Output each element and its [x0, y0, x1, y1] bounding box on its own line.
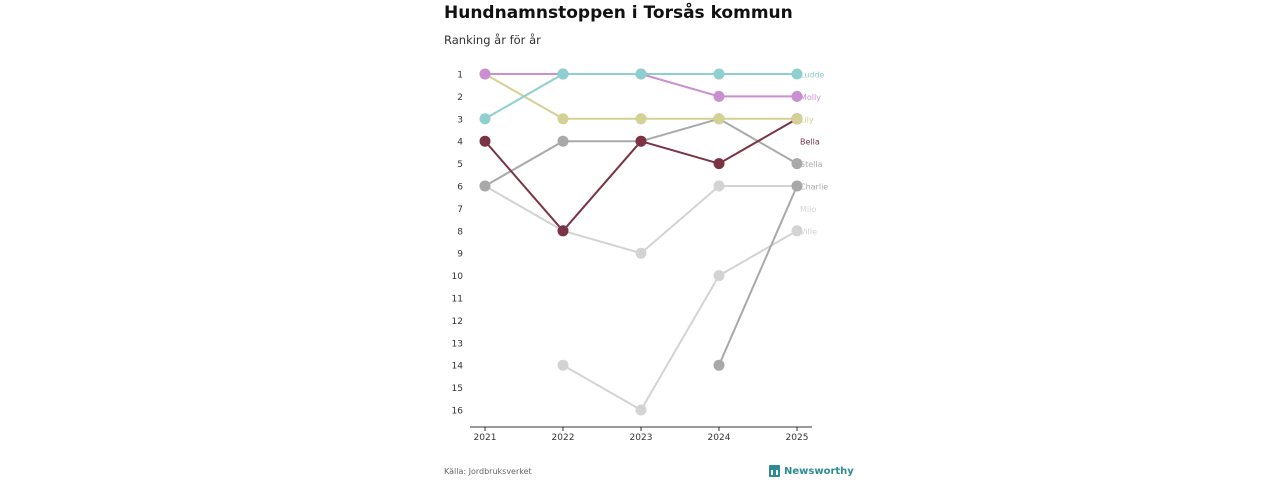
- y-tick-label: 13: [452, 339, 463, 349]
- y-tick-label: 12: [452, 317, 463, 327]
- data-point-lily: [791, 113, 803, 125]
- data-point-lily: [635, 113, 647, 125]
- data-point-ludde: [791, 68, 803, 80]
- data-point-molly: [713, 90, 725, 102]
- series-lines: [484, 73, 798, 411]
- brand-name: Newsworthy: [784, 465, 854, 477]
- data-point-bella: [557, 225, 569, 237]
- data-point-stella: [479, 180, 491, 192]
- data-point-ville: [791, 225, 803, 237]
- y-tick-label: 1: [457, 71, 463, 81]
- x-axis: 2021 2022 2023 2024 2025: [470, 426, 812, 443]
- data-point-ludde: [713, 68, 725, 80]
- y-tick-label: 11: [452, 295, 463, 305]
- data-point-molly: [479, 68, 491, 80]
- y-tick-label: 14: [452, 362, 464, 372]
- y-tick-label: 3: [457, 115, 463, 125]
- y-tick-label: 5: [457, 160, 463, 170]
- x-tick-label: 2021: [474, 433, 497, 443]
- data-point-charlie: [713, 359, 725, 371]
- data-point-lily: [713, 113, 725, 125]
- data-point-ludde: [557, 68, 569, 80]
- series-label-charlie: Charlie: [800, 183, 828, 192]
- x-tick-label: 2024: [708, 433, 731, 443]
- source-note: Källa: Jordbruksverket: [444, 467, 532, 476]
- x-tick-label: 2025: [786, 433, 809, 443]
- data-point-ville: [713, 270, 725, 282]
- y-tick-label: 15: [452, 384, 463, 394]
- data-point-bella: [635, 135, 647, 147]
- series-label-ville: Ville: [800, 227, 817, 236]
- y-tick-label: 7: [457, 205, 463, 215]
- series-labels: Ludde Molly Lily Bella Stella Charlie Milo Vill…: [800, 71, 828, 237]
- series-label-ludde: Ludde: [800, 71, 825, 80]
- series-line-charlie: [718, 185, 798, 366]
- data-point-milo: [635, 247, 647, 259]
- series-label-milo: Milo: [800, 205, 816, 214]
- data-point-lily: [557, 113, 569, 125]
- data-point-milo: [713, 180, 725, 192]
- series-points: [479, 68, 803, 416]
- data-point-charlie: [791, 180, 803, 192]
- x-tick-label: 2023: [630, 433, 653, 443]
- data-point-bella: [713, 158, 725, 170]
- data-point-ville: [557, 359, 569, 371]
- data-point-molly: [791, 90, 803, 102]
- brand-logo[interactable]: Newsworthy: [769, 465, 854, 477]
- y-tick-label: 8: [457, 227, 463, 237]
- chart-title: Hundnamnstoppen i Torsås kommun: [444, 3, 793, 23]
- x-tick-label: 2022: [552, 433, 575, 443]
- series-label-molly: Molly: [800, 93, 821, 102]
- data-point-bella: [479, 135, 491, 147]
- y-tick-label: 4: [457, 138, 463, 148]
- series-line-stella: [484, 117, 798, 187]
- data-point-ludde: [479, 113, 491, 125]
- series-label-bella: Bella: [800, 138, 820, 147]
- data-point-stella: [791, 158, 803, 170]
- series-line-ville: [562, 229, 798, 411]
- y-tick-label: 2: [457, 93, 463, 103]
- chart-subtitle: Ranking år för år: [444, 33, 541, 47]
- newsworthy-logo-icon: [769, 465, 780, 477]
- y-tick-label: 16: [452, 407, 464, 417]
- data-point-ville: [635, 404, 647, 416]
- y-tick-label: 6: [457, 183, 463, 193]
- data-point-stella: [557, 135, 569, 147]
- y-tick-label: 10: [452, 272, 464, 282]
- series-label-stella: Stella: [800, 160, 823, 169]
- data-point-ludde: [635, 68, 647, 80]
- y-tick-label: 9: [457, 250, 463, 260]
- series-label-lily: Lily: [800, 115, 814, 124]
